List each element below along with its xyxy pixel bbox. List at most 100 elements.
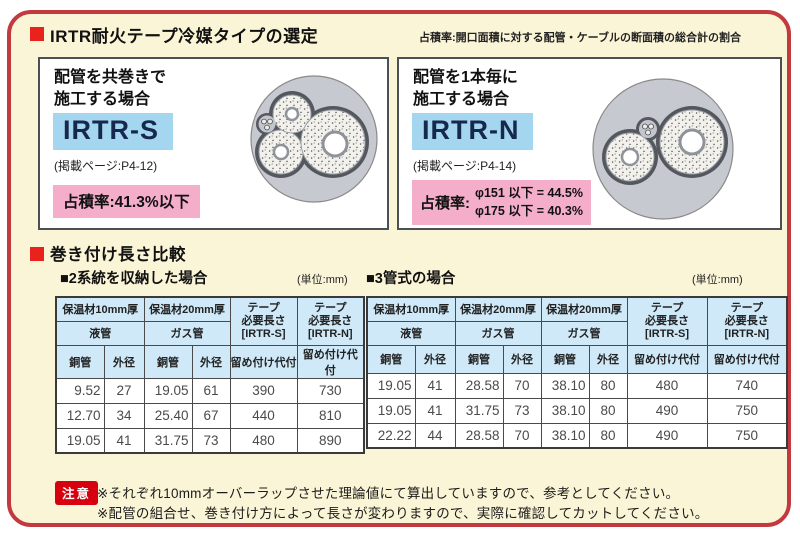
table-cell: 27 (103, 377, 145, 404)
table-cell: 25.40 (143, 402, 193, 429)
table-cell: 31.75 (143, 427, 193, 454)
column-header: テープ 必要長さ [IRTR-N] (706, 296, 788, 346)
occupancy-value-175: φ175 以下 = 40.3% (475, 204, 583, 219)
column-header: ガス管 (454, 320, 542, 346)
column-header: 保温材20mm厚 (540, 296, 628, 322)
table-cell: 740 (706, 372, 788, 399)
table-cell: 480 (229, 427, 298, 454)
table-cell: 73 (502, 397, 542, 424)
table-cell: 19.05 (55, 427, 105, 454)
table-cell: 22.22 (366, 422, 416, 449)
table-row: 19.05 41 28.58 70 38.10 80 480 740 (366, 372, 788, 399)
table-cell: 750 (706, 422, 788, 449)
column-header: 保温材10mm厚 (55, 296, 145, 322)
column-header: ガス管 (540, 320, 628, 346)
column-header: 外径 (588, 344, 628, 374)
model-badge-irtr-n: IRTR-N (412, 113, 534, 150)
table-cell: 490 (626, 422, 708, 449)
table-cell: 28.58 (454, 422, 504, 449)
column-header: 液管 (55, 320, 145, 346)
table-cell: 890 (296, 427, 365, 454)
individual-pipes-cross-section-diagram (592, 78, 734, 220)
table-cell: 810 (296, 402, 365, 429)
section2-title: 巻き付け長さ比較 (50, 246, 186, 264)
heading-line-1: 配管を1本毎に (413, 69, 518, 86)
column-header: 留め付け代付 (706, 344, 788, 374)
occupancy-rate-highlight: 占積率: φ151 以下 = 44.5% φ175 以下 = 40.3% (412, 180, 591, 226)
table-cell: 440 (229, 402, 298, 429)
note-line-1: ※それぞれ10mmオーバーラップさせた理論値にて算出していますので、参考としてく… (97, 486, 680, 501)
caution-badge: 注意 (55, 481, 99, 505)
table-cell: 73 (191, 427, 231, 454)
table-cell: 9.52 (55, 377, 105, 404)
table-cell: 41 (414, 372, 456, 399)
page-reference: (掲載ページ:P4-12) (54, 159, 158, 173)
column-header: 保温材20mm厚 (143, 296, 231, 322)
heading-line-2: 施工する場合 (54, 91, 151, 109)
table-cell: 41 (414, 397, 456, 424)
column-header: 外径 (191, 344, 231, 379)
table-cell: 19.05 (366, 372, 416, 399)
irtr-s-card: 配管を共巻きで 施工する場合 IRTR-S (掲載ページ:P4-12) 占積率:… (38, 57, 389, 230)
section-marker-icon (30, 27, 44, 41)
column-header: 液管 (366, 320, 456, 346)
table-title-3pipe: ■3管式の場合 (366, 271, 456, 287)
occupancy-value-151: φ151 以下 = 44.5% (475, 186, 583, 200)
table-cell: 390 (229, 377, 298, 404)
section1-title: IRTR耐火テープ冷媒タイプの選定 (50, 27, 319, 46)
table-cell: 80 (588, 422, 628, 449)
bundled-pipes-cross-section-diagram (250, 75, 378, 203)
column-header: 外径 (414, 344, 456, 374)
column-header: 銅管 (454, 344, 504, 374)
column-header: 留め付け代付 (626, 344, 708, 374)
installation-method-heading: 配管を共巻きで 施工する場合 (54, 67, 166, 112)
occupancy-definition-note: 占積率:開口面積に対する配管・ケーブルの断面積の総合計の割合 (419, 32, 742, 44)
table-cell: 750 (706, 397, 788, 424)
column-header: 留め付け代付 (229, 344, 298, 379)
table-cell: 67 (191, 402, 231, 429)
unit-label: (単位:mm) (692, 274, 743, 286)
table-row: 9.52 27 19.05 61 390 730 (55, 377, 365, 404)
installation-method-heading: 配管を1本毎に 施工する場合 (413, 67, 518, 112)
table-cell: 28.58 (454, 372, 504, 399)
column-header: 保温材10mm厚 (366, 296, 456, 322)
unit-label: (単位:mm) (297, 274, 348, 286)
column-header: 銅管 (540, 344, 590, 374)
table-cell: 490 (626, 397, 708, 424)
heading-line-2: 施工する場合 (413, 91, 510, 109)
table-cell: 480 (626, 372, 708, 399)
table-row: 22.22 44 28.58 70 38.10 80 490 750 (366, 422, 788, 449)
table-cell: 70 (502, 422, 542, 449)
table-title-2system: ■2系統を収納した場合 (60, 271, 208, 287)
column-header: ガス管 (143, 320, 231, 346)
table-cell: 19.05 (366, 397, 416, 424)
occupancy-label: 占積率: (420, 194, 470, 212)
comparison-table-2system: 保温材10mm厚 保温材20mm厚 テープ 必要長さ [IRTR-S] テープ … (55, 296, 366, 454)
column-header: 外径 (502, 344, 542, 374)
comparison-table-3pipe: 保温材10mm厚 保温材20mm厚 保温材20mm厚 テープ 必要長さ [IRT… (366, 296, 789, 449)
table-cell: 31.75 (454, 397, 504, 424)
table-row: 19.05 41 31.75 73 38.10 80 490 750 (366, 397, 788, 424)
column-header: テープ 必要長さ [IRTR-S] (626, 296, 708, 346)
table-cell: 38.10 (540, 397, 590, 424)
table-cell: 19.05 (143, 377, 193, 404)
heading-line-1: 配管を共巻きで (54, 69, 167, 86)
irtr-n-card: 配管を1本毎に 施工する場合 IRTR-N (掲載ページ:P4-14) 占積率:… (397, 57, 782, 230)
table-cell: 38.10 (540, 422, 590, 449)
table-cell: 41 (103, 427, 145, 454)
column-header: 留め付け代付 (296, 344, 365, 379)
table-cell: 34 (103, 402, 145, 429)
table-cell: 70 (502, 372, 542, 399)
column-header: テープ 必要長さ [IRTR-N] (296, 296, 365, 346)
column-header: 保温材20mm厚 (454, 296, 542, 322)
table-cell: 730 (296, 377, 365, 404)
column-header: 銅管 (55, 344, 105, 379)
section-marker-icon (30, 247, 44, 261)
column-header: 外径 (103, 344, 145, 379)
column-header: テープ 必要長さ [IRTR-S] (229, 296, 298, 346)
table-cell: 38.10 (540, 372, 590, 399)
page-reference: (掲載ページ:P4-14) (413, 159, 517, 173)
table-cell: 12.70 (55, 402, 105, 429)
occupancy-values: φ151 以下 = 44.5% φ175 以下 = 40.3% (475, 184, 583, 220)
